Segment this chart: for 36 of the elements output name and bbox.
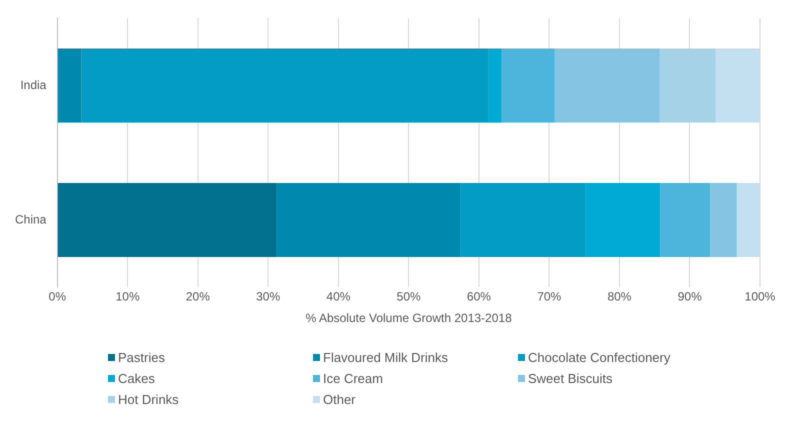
bar [710,182,737,257]
x-tick-label: 70% [537,290,562,304]
x-tick-label: 10% [116,290,140,304]
bar [501,48,555,122]
legend-label: Flavoured Milk Drinks [323,350,448,365]
x-tick-label: 0% [48,290,66,304]
legend-label: Pastries [118,350,165,365]
x-tick-label: 100% [744,290,776,304]
x-tick-label: 80% [607,290,632,304]
legend-label: Cakes [118,371,155,386]
legend-label: Ice Cream [323,371,383,386]
x-tick-label: 50% [396,290,422,304]
x-tick-label: 60% [466,290,492,304]
bar [58,48,82,122]
bar [586,182,660,257]
bar [716,48,760,122]
bar [660,48,716,122]
legend-label: Hot Drinks [118,392,179,407]
x-tick-label: 30% [256,290,280,304]
x-tick-label: 40% [326,290,351,304]
bar [58,182,277,257]
bar [81,48,488,122]
bar [736,182,760,257]
y-tick-label: China [14,212,47,226]
legend-label: Other [323,392,356,407]
legend-label: Sweet Biscuits [528,371,613,386]
bar [660,182,710,257]
bar [554,48,660,122]
bar [488,48,502,122]
x-tick-label: 90% [678,290,702,304]
bar [276,182,461,257]
bar [460,182,586,257]
x-tick-label: 20% [186,290,210,304]
legend-label: Chocolate Confectionery [528,350,670,365]
x-axis-title: % Absolute Volume Growth 2013-2018 [306,311,512,326]
y-tick-label: India [20,78,47,92]
